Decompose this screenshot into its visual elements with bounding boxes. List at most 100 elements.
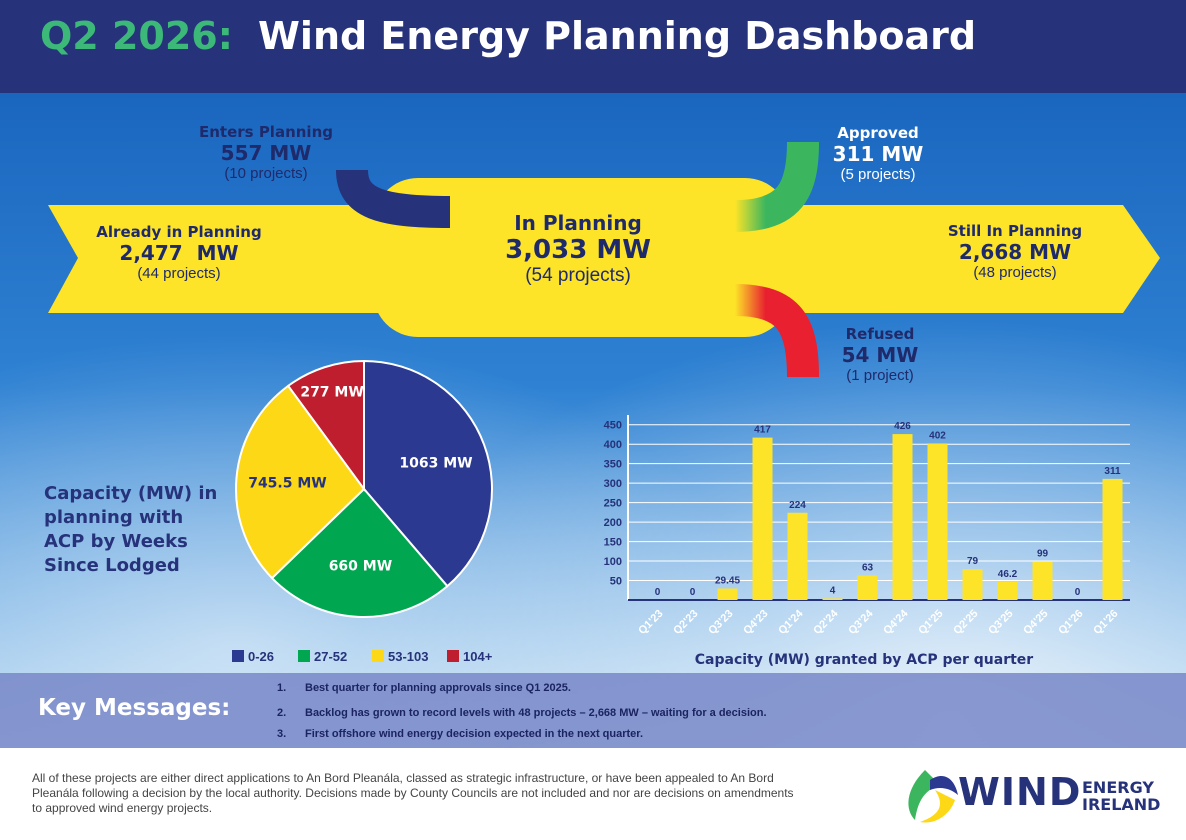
y-tick-label: 250 (604, 498, 622, 510)
x-tick-label: Q1'26 (1056, 608, 1085, 637)
logo-line: IRELAND (1082, 795, 1161, 814)
bar (997, 582, 1018, 600)
flow-hub (373, 178, 790, 337)
pie-label: 745.5 MW (248, 476, 327, 492)
pie-label: 1063 MW (399, 455, 472, 471)
logo-blade (930, 775, 958, 795)
bar (717, 588, 738, 600)
pie-slice (363, 359, 493, 588)
x-tick-label: Q3'24 (846, 607, 876, 637)
bar-value-label: 402 (929, 430, 946, 441)
approved-curve (734, 141, 819, 232)
y-tick-label: 100 (604, 556, 622, 568)
flow-capacity: 2,477 MW (119, 241, 239, 265)
flow-projects: (44 projects) (137, 265, 221, 282)
flow-projects: (54 projects) (525, 265, 631, 286)
bar-value-label: 0 (690, 587, 696, 598)
x-axis-title: Capacity (MW) granted by ACP per quarter (695, 652, 1034, 668)
refused-curve (734, 284, 819, 378)
y-tick-label: 200 (604, 517, 622, 529)
bar-value-label: 99 (1037, 548, 1049, 559)
bar-value-label: 46.2 (998, 569, 1018, 580)
x-tick-label: Q3'23 (706, 608, 735, 637)
item-text: Backlog has grown to record levels with … (305, 707, 767, 719)
already-in-planning: Already in Planning 2,477 MW (44 project… (79, 223, 279, 282)
pie-slice (270, 487, 449, 618)
key-messages: Key Messages: 1. Best quarter for planni… (0, 673, 1186, 748)
y-tick-label: 400 (604, 439, 622, 451)
x-tick-label: Q4'25 (1021, 608, 1050, 637)
flow-capacity: 54 MW (841, 343, 919, 367)
flow-projects: (10 projects) (224, 165, 308, 182)
bar (962, 569, 983, 600)
item-number: 3. (277, 728, 287, 740)
item-number: 2. (277, 707, 287, 719)
x-tick-label: Q4'23 (741, 608, 770, 637)
x-tick-label: Q4'24 (881, 607, 911, 637)
bar (1102, 478, 1123, 600)
header: Q2 2026: Wind Energy Planning Dashboard (0, 0, 1186, 93)
bar (822, 598, 843, 600)
pie-slice (286, 359, 365, 493)
key-messages-title: Key Messages: (38, 695, 231, 721)
bar-value-label: 63 (862, 562, 874, 573)
y-tick-label: 350 (604, 459, 622, 471)
x-tick-label: Q3'25 (986, 608, 1015, 637)
pie-label: 277 MW (300, 385, 363, 401)
bar (752, 437, 773, 600)
bar (1032, 561, 1053, 600)
logo-word: WIND (958, 770, 1082, 814)
flow-capacity: 311 MW (832, 142, 924, 166)
legend-label: 53-103 (388, 649, 428, 664)
charts: 1063 MW 660 MW 745.5 MW 277 MW 0-26 27-52 53-1… (232, 359, 1130, 668)
bar-value-label: 4 (830, 585, 836, 596)
flow-label: Still In Planning (947, 222, 1083, 240)
flow-label: In Planning (514, 211, 642, 235)
header-quarter: Q2 2026: (40, 14, 233, 58)
bar (927, 443, 948, 600)
flow-capacity: 557 MW (220, 141, 312, 165)
logo-icon (908, 770, 958, 823)
legend-swatch (232, 650, 244, 662)
bar (787, 512, 808, 600)
flow-projects: (1 project) (846, 367, 914, 384)
bar-value-label: 29.45 (715, 576, 740, 587)
flow-label: Refused (845, 325, 915, 343)
legend-label: 104+ (463, 649, 493, 664)
legend-label: 27-52 (314, 649, 347, 664)
x-tick-label: Q2'25 (951, 608, 980, 637)
pie-slice (235, 384, 366, 580)
inflow-curve (336, 168, 451, 228)
approved: Approved 311 MW (5 projects) (778, 124, 978, 183)
in-planning: In Planning 3,033 MW (54 projects) (458, 211, 698, 287)
y-tick-label: 300 (604, 478, 622, 490)
bar-value-label: 426 (894, 421, 911, 432)
x-tick-label: Q2'24 (811, 607, 841, 637)
legend-label: 0-26 (248, 649, 274, 664)
legend-swatch (372, 650, 384, 662)
x-tick-label: Q2'23 (671, 608, 700, 637)
header-title: Wind Energy Planning Dashboard (258, 14, 977, 58)
flow-label: Approved (837, 124, 919, 142)
legend-swatch (447, 650, 459, 662)
x-tick-label: Q1'25 (916, 608, 945, 637)
bar (892, 434, 913, 600)
item-text: Best quarter for planning approvals sinc… (305, 682, 571, 694)
bar-value-label: 224 (789, 500, 806, 511)
logo-line: ENERGY (1082, 778, 1154, 797)
flow-capacity: 3,033 MW (505, 235, 651, 265)
enters-planning: Enters Planning 557 MW (10 projects) (166, 123, 366, 182)
bar-value-label: 0 (1075, 587, 1081, 598)
legend-swatch (298, 650, 310, 662)
x-tick-label: Q1'24 (776, 607, 806, 637)
y-tick-label: 150 (604, 537, 622, 549)
still-in-planning: Still In Planning 2,668 MW (48 projects) (915, 222, 1115, 281)
flow-label: Enters Planning (199, 123, 333, 141)
item-number: 1. (277, 682, 287, 694)
item-text: First offshore wind energy decision expe… (305, 728, 644, 740)
bar-value-label: 311 (1104, 466, 1121, 477)
flow-capacity: 2,668 MW (958, 240, 1072, 264)
y-tick-label: 450 (604, 420, 622, 432)
